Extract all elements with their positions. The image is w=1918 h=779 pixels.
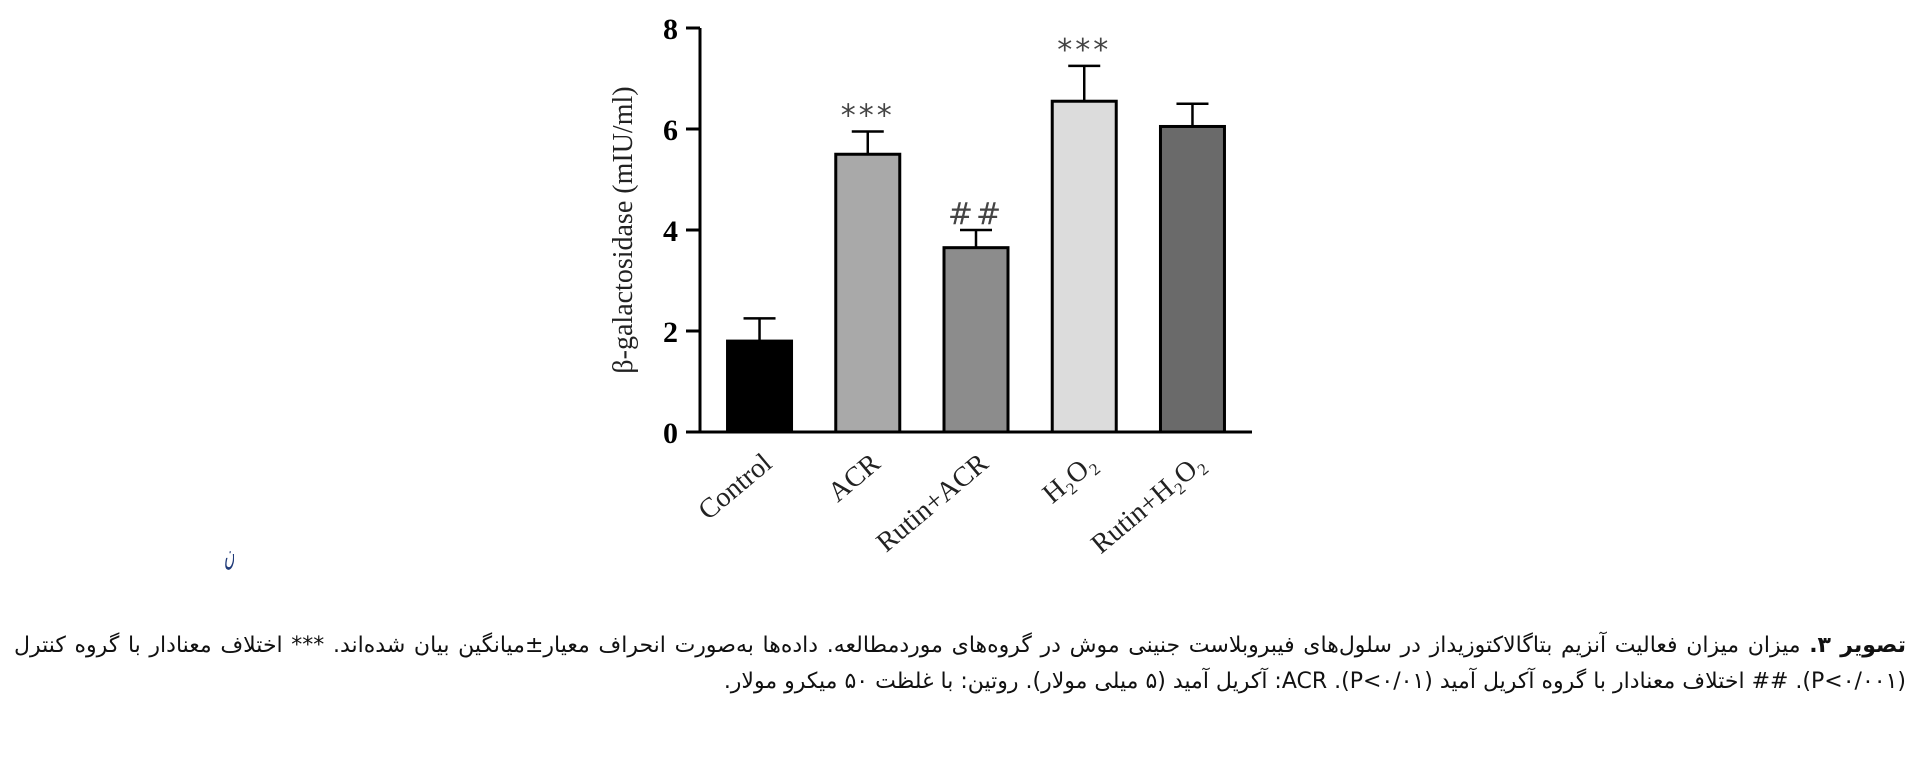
bar bbox=[834, 152, 902, 434]
significance-label: *** bbox=[1057, 33, 1111, 68]
bar bbox=[1158, 124, 1226, 434]
bar bbox=[1050, 99, 1118, 434]
significance-label: ## bbox=[948, 197, 1004, 232]
bars bbox=[726, 99, 1226, 434]
category-label: H₂O₂ bbox=[1037, 448, 1103, 510]
y-tick-label: 6 bbox=[663, 114, 678, 147]
y-tick-label: 8 bbox=[663, 13, 678, 46]
category-label: Rutin+ACR bbox=[871, 447, 995, 558]
caption-label: تصویر ۳. bbox=[1809, 633, 1906, 658]
category-label: Rutin+H₂O₂ bbox=[1085, 448, 1211, 560]
caption-text: میزان میزان فعالیت آنزیم بتاگالاکتوزیداز… bbox=[14, 633, 1906, 694]
significance-labels: *** ## *** bbox=[841, 33, 1111, 232]
y-tick-label: 0 bbox=[663, 417, 678, 450]
bar bbox=[726, 339, 794, 434]
bar bbox=[942, 246, 1010, 434]
y-tick-label: 4 bbox=[663, 215, 678, 248]
y-tick-label: 2 bbox=[663, 316, 678, 349]
journal-logo-text: مجله دانشگاه علوم پزشکی گیلان bbox=[224, 538, 234, 573]
significance-label: *** bbox=[841, 99, 895, 134]
category-label: Control bbox=[693, 447, 779, 526]
figure-caption: تصویر ۳. میزان میزان فعالیت آنزیم بتاگال… bbox=[14, 628, 1906, 700]
category-label: ACR bbox=[822, 447, 886, 508]
y-axis-title: β-galactosidase (mIU/ml) bbox=[608, 86, 639, 373]
error-bars bbox=[743, 64, 1209, 342]
journal-logo: مجله دانشگاه علوم پزشکی گیلان bbox=[224, 538, 234, 573]
y-ticks: 0 2 4 6 8 bbox=[663, 13, 700, 450]
